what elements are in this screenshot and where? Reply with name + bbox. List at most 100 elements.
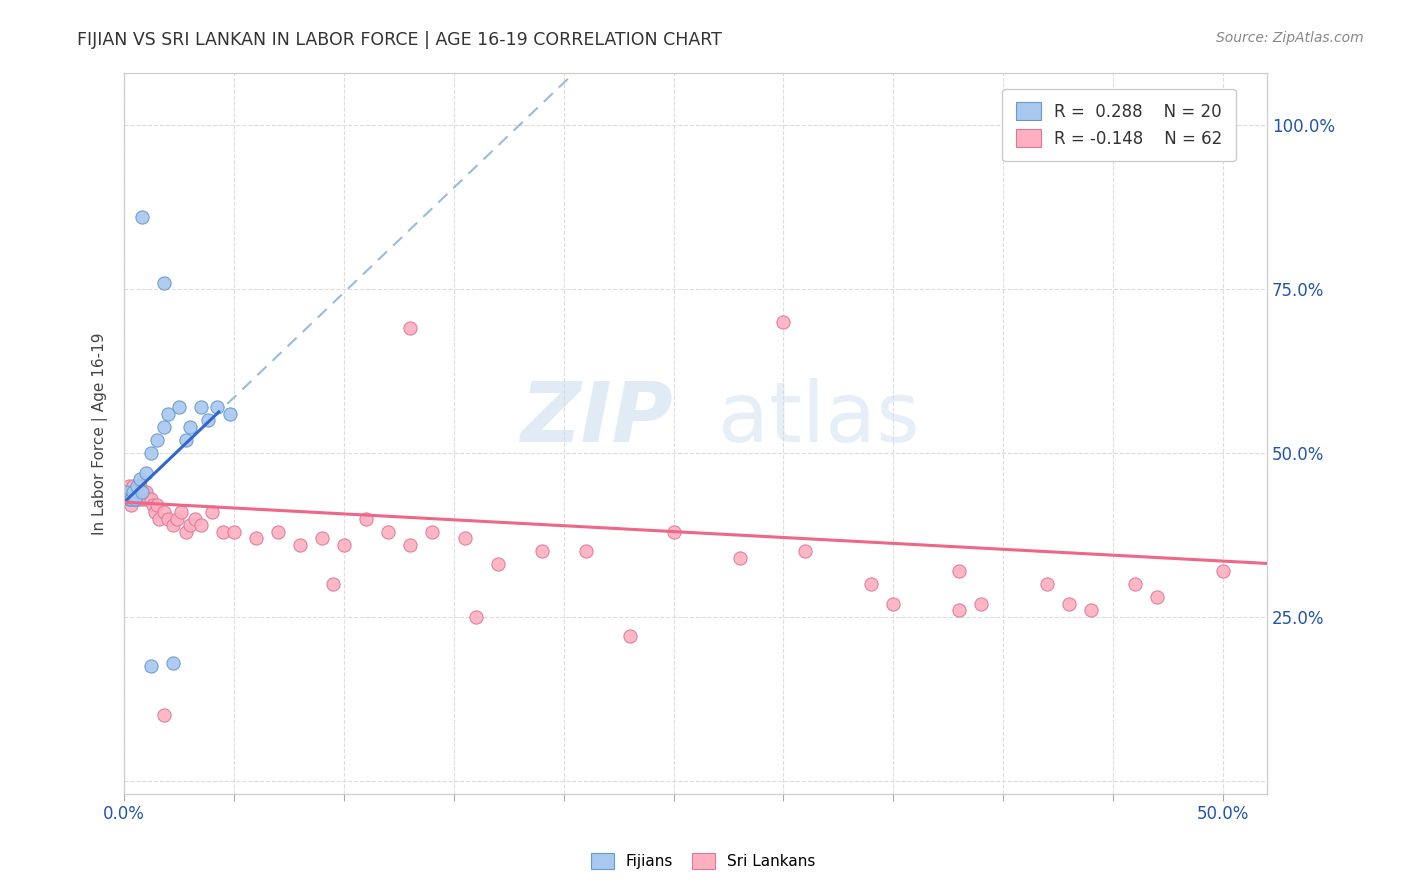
Point	[1212, 564, 1234, 578]
Point	[224, 524, 246, 539]
Point	[162, 656, 184, 670]
Point	[135, 466, 157, 480]
Point	[118, 491, 141, 506]
Point	[288, 538, 311, 552]
Point	[183, 511, 205, 525]
Point	[212, 524, 235, 539]
Point	[118, 491, 141, 506]
Point	[127, 491, 149, 506]
Text: FIJIAN VS SRI LANKAN IN LABOR FORCE | AGE 16-19 CORRELATION CHART: FIJIAN VS SRI LANKAN IN LABOR FORCE | AG…	[77, 31, 723, 49]
Point	[153, 276, 176, 290]
Point	[1036, 577, 1059, 591]
Point	[157, 407, 180, 421]
Point	[146, 499, 169, 513]
Point	[464, 609, 486, 624]
Point	[772, 315, 794, 329]
Point	[333, 538, 356, 552]
Point	[454, 531, 477, 545]
Point	[148, 511, 170, 525]
Point	[120, 485, 142, 500]
Point	[128, 472, 150, 486]
Point	[128, 479, 150, 493]
Point	[153, 708, 176, 723]
Point	[267, 524, 290, 539]
Point	[377, 524, 399, 539]
Point	[170, 505, 193, 519]
Point	[115, 485, 138, 500]
Point	[794, 544, 817, 558]
Point	[948, 564, 970, 578]
Point	[399, 538, 422, 552]
Y-axis label: In Labor Force | Age 16-19: In Labor Force | Age 16-19	[93, 332, 108, 534]
Point	[132, 485, 155, 500]
Point	[205, 400, 228, 414]
Point	[118, 479, 141, 493]
Point	[486, 558, 509, 572]
Point	[153, 505, 176, 519]
Point	[157, 511, 180, 525]
Point	[120, 499, 142, 513]
Point	[167, 400, 190, 414]
Point	[1123, 577, 1146, 591]
Point	[322, 577, 344, 591]
Point	[860, 577, 883, 591]
Point	[179, 518, 201, 533]
Point	[179, 419, 201, 434]
Point	[882, 597, 904, 611]
Point	[245, 531, 267, 545]
Point	[575, 544, 598, 558]
Point	[166, 511, 188, 525]
Point	[128, 491, 150, 506]
Point	[1080, 603, 1102, 617]
Point	[728, 550, 751, 565]
Point	[122, 479, 145, 493]
Point	[139, 491, 162, 506]
Point	[131, 210, 153, 224]
Point	[142, 499, 165, 513]
Point	[1146, 590, 1168, 604]
Point	[174, 524, 197, 539]
Point	[146, 433, 169, 447]
Point	[131, 491, 153, 506]
Point	[201, 505, 224, 519]
Point	[122, 485, 145, 500]
Point	[135, 491, 157, 506]
Point	[127, 479, 149, 493]
Legend: R =  0.288    N = 20, R = -0.148    N = 62: R = 0.288 N = 20, R = -0.148 N = 62	[1002, 88, 1236, 161]
Point	[311, 531, 333, 545]
Point	[190, 518, 212, 533]
Text: atlas: atlas	[718, 378, 920, 459]
Point	[530, 544, 553, 558]
Point	[143, 505, 166, 519]
Point	[124, 491, 146, 506]
Point	[138, 491, 160, 506]
Point	[131, 485, 153, 500]
Point	[153, 419, 176, 434]
Point	[162, 518, 184, 533]
Point	[127, 485, 149, 500]
Point	[124, 485, 146, 500]
Point	[120, 491, 142, 506]
Text: Source: ZipAtlas.com: Source: ZipAtlas.com	[1216, 31, 1364, 45]
Point	[131, 485, 153, 500]
Point	[139, 446, 162, 460]
Point	[948, 603, 970, 617]
Point	[190, 400, 212, 414]
Point	[619, 629, 641, 643]
Point	[135, 485, 157, 500]
Text: ZIP: ZIP	[520, 378, 672, 459]
Point	[662, 524, 685, 539]
Point	[1057, 597, 1080, 611]
Point	[174, 433, 197, 447]
Point	[122, 491, 145, 506]
Point	[197, 413, 219, 427]
Point	[115, 485, 138, 500]
Point	[124, 491, 146, 506]
Legend: Fijians, Sri Lankans: Fijians, Sri Lankans	[585, 847, 821, 875]
Point	[354, 511, 377, 525]
Point	[970, 597, 993, 611]
Point	[420, 524, 443, 539]
Point	[399, 321, 422, 335]
Point	[218, 407, 240, 421]
Point	[139, 659, 162, 673]
